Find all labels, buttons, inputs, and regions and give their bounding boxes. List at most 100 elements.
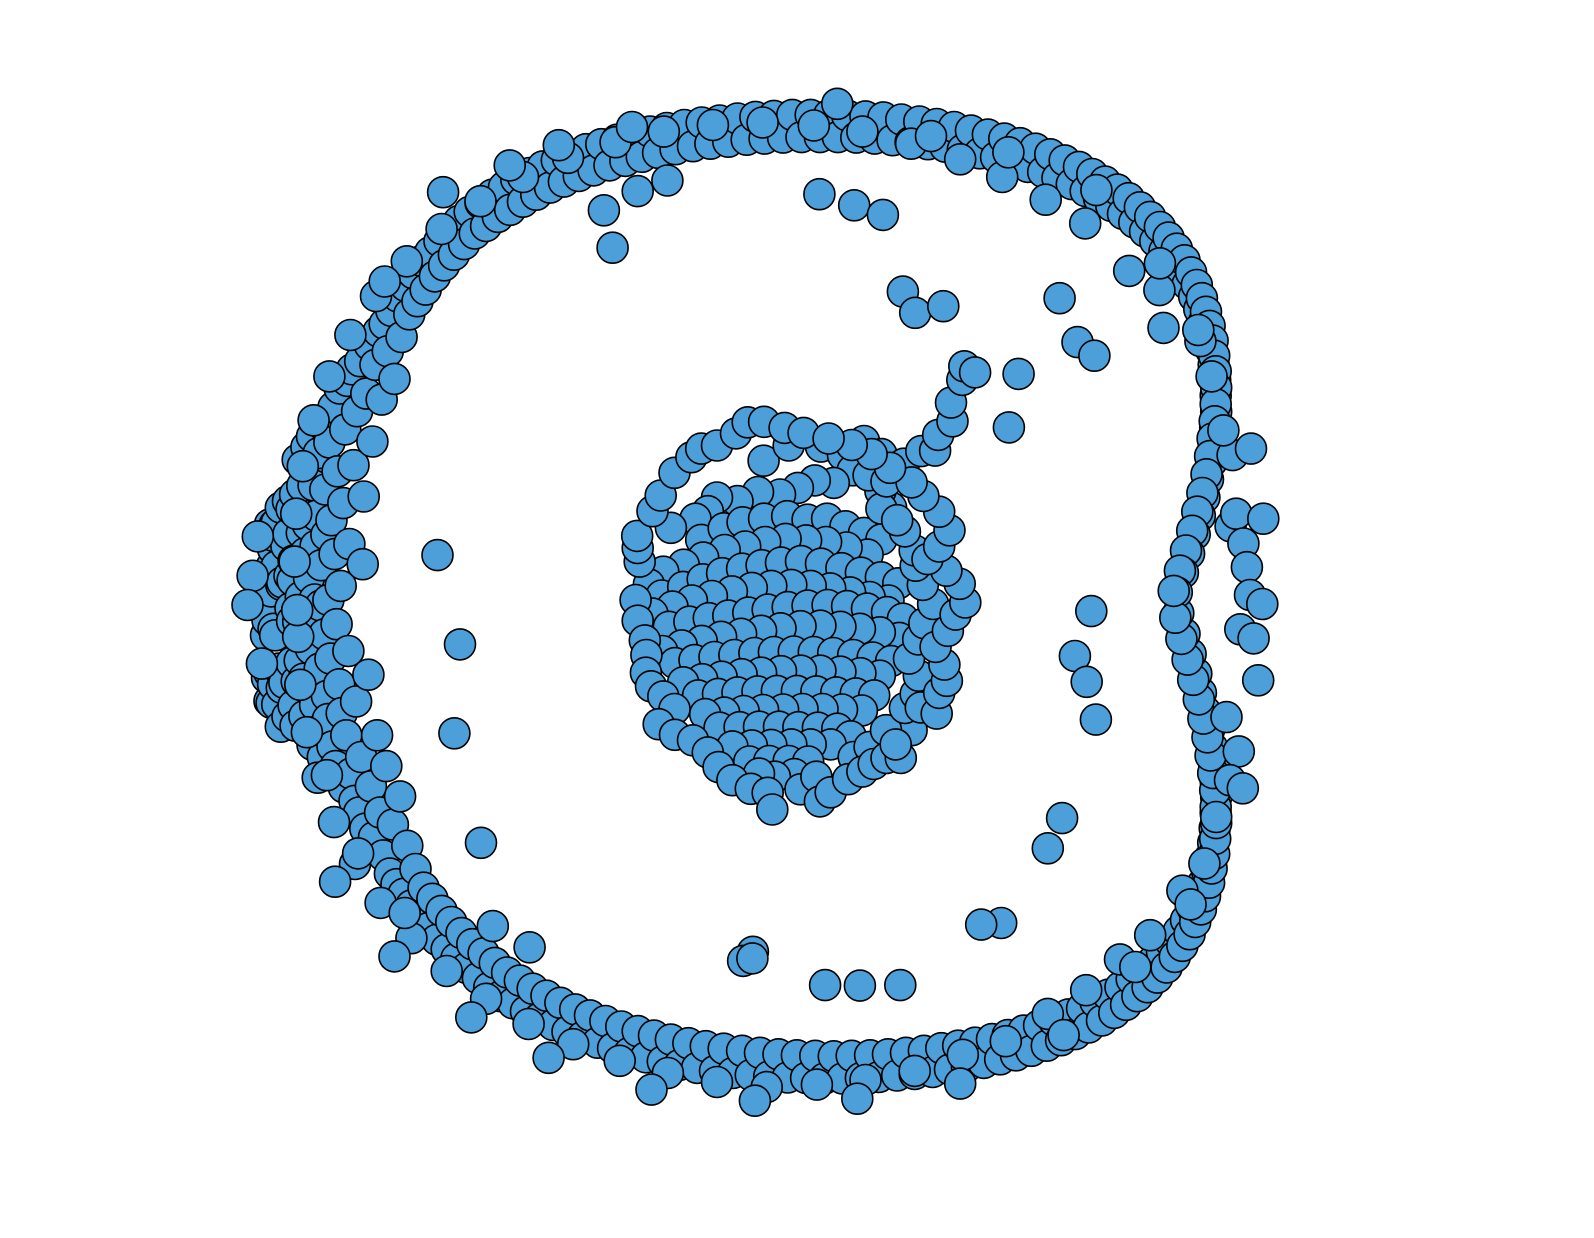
scatter-point (1070, 665, 1103, 699)
scatter-point (1029, 183, 1062, 216)
scatter-point (1247, 502, 1280, 536)
scatter-point (738, 1084, 772, 1117)
scatter-point (1143, 246, 1177, 280)
scatter-point (1241, 663, 1275, 697)
scatter-point (388, 896, 422, 930)
scatter-point (1237, 622, 1270, 655)
scatter-point (532, 1041, 565, 1075)
scatter-point (1188, 847, 1221, 880)
scatter-point (898, 1054, 932, 1088)
scatter-point (696, 108, 730, 142)
scatter-point (443, 628, 477, 661)
scatter-point (426, 175, 460, 209)
scatter-point (635, 1073, 668, 1106)
scatter-point (297, 403, 330, 437)
scatter-point (1182, 313, 1215, 347)
scatter-point (464, 184, 497, 218)
scatter-point (476, 909, 510, 943)
scatter-point (846, 115, 879, 148)
scatter-point (286, 449, 320, 483)
scatter-point (1174, 888, 1207, 921)
scatter-point (820, 87, 854, 121)
scatter-point (346, 547, 380, 581)
scatter-point (879, 728, 913, 761)
scatter-point (946, 1038, 980, 1072)
scatter-point (464, 826, 498, 860)
scatter-point (1157, 574, 1190, 608)
scatter-point (236, 559, 269, 593)
scatter-point (621, 174, 655, 208)
scatter-point (883, 968, 917, 1002)
scatter-point (989, 1024, 1023, 1058)
scatter-point (352, 658, 385, 692)
scatter-point (1219, 497, 1253, 531)
scatter-point (513, 930, 546, 964)
scatter-point (245, 647, 279, 680)
scatter-point (317, 805, 351, 839)
scatter-point (840, 1082, 874, 1115)
scatter-point (992, 411, 1026, 444)
scatter-point (964, 908, 998, 941)
scatter-point (430, 954, 464, 988)
scatter-point (746, 106, 779, 139)
scatter-point (1043, 281, 1076, 315)
scatter-point (310, 758, 344, 792)
scatter-point (1075, 594, 1108, 628)
scatter-point (803, 177, 836, 211)
scatter-point (324, 569, 358, 603)
scatter-point (615, 110, 649, 144)
scatter-point (332, 634, 365, 668)
scatter-point (1133, 918, 1167, 952)
scatter-point (378, 362, 411, 396)
scatter-point (1210, 700, 1243, 734)
scatter-point (378, 940, 411, 973)
scatter-point (914, 119, 948, 153)
scatter-point (1226, 771, 1260, 805)
scatter-point (360, 718, 394, 752)
scatter-point (1069, 973, 1103, 1007)
scatter-point (542, 128, 576, 162)
scatter-point (313, 360, 346, 393)
scatter-point (926, 289, 960, 323)
scatter-point (1078, 339, 1111, 373)
scatter-point (241, 520, 275, 553)
scatter-point (797, 109, 831, 142)
scatter-point (231, 588, 264, 622)
scatter-point (512, 1007, 545, 1041)
scatter-point (755, 793, 789, 826)
scatter-point (800, 1068, 834, 1101)
scatter-point (1234, 432, 1268, 465)
scatter-point (1068, 207, 1102, 240)
scatter-point (334, 318, 367, 352)
scatter-point (369, 749, 403, 783)
scatter-point (1207, 414, 1240, 447)
scatter-point (943, 1067, 977, 1100)
scatter-point (390, 244, 424, 278)
scatter-point (596, 231, 629, 264)
scatter-point (1199, 800, 1233, 834)
scatter-point (651, 164, 684, 197)
scatter-point (992, 136, 1025, 169)
scatter-point (425, 212, 458, 246)
scatter-point (1119, 950, 1152, 984)
scatter-point (556, 1027, 590, 1061)
scatter-point (808, 968, 842, 1002)
scatter-point (587, 194, 621, 227)
scatter-point (620, 519, 654, 553)
scatter-point (1230, 550, 1264, 584)
scatter-point (1031, 831, 1065, 865)
scatter-point (339, 685, 373, 718)
scatter-point (700, 1065, 734, 1099)
scatter-point (1147, 311, 1180, 345)
scatter-point (341, 837, 375, 870)
scatter-point (736, 942, 769, 975)
scatter-point (280, 593, 314, 627)
scatter-point (812, 422, 845, 455)
scatter-point (279, 497, 313, 531)
scatter-point (1080, 173, 1113, 207)
scatter-point (1222, 735, 1256, 768)
scatter-point (337, 448, 370, 482)
scatter-point (958, 356, 992, 389)
